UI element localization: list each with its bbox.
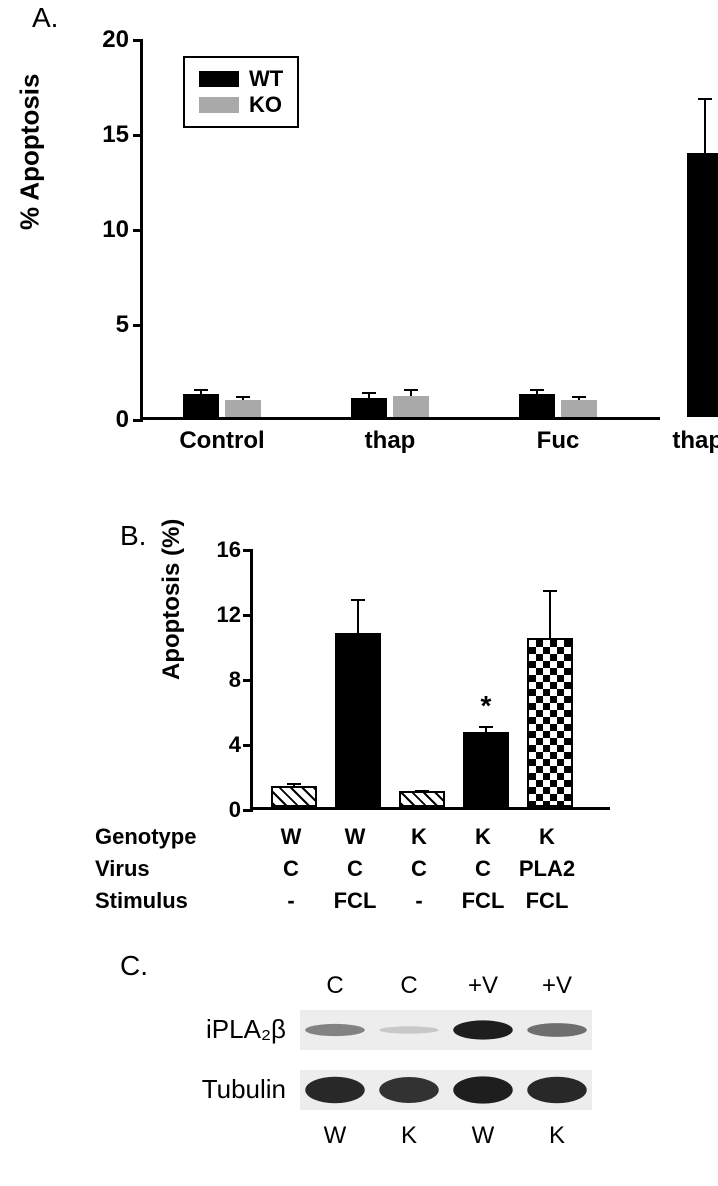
blot-row-svg <box>300 1070 592 1110</box>
legend-row-wt: WT <box>199 66 283 92</box>
panel-c-lane-footer: W <box>324 1122 347 1150</box>
panel-a-errorbar <box>194 389 208 395</box>
panel-b-cell: C <box>411 856 427 882</box>
panel-a-errorbar <box>236 396 250 400</box>
panel-c: C. C C +V +V iPLA₂β Tubulin W K W K <box>0 950 718 1186</box>
panel-a-plot: WT KO 05101520ControlthapFuc*thap+Fuc <box>140 40 660 420</box>
panel-b-ylabel: Apoptosis (%) <box>158 519 186 680</box>
legend-row-ko: KO <box>199 92 283 118</box>
panel-b-ytick <box>243 549 253 552</box>
panel-c-lane-footer: W <box>472 1122 495 1150</box>
panel-a-ytick-label: 20 <box>102 26 129 54</box>
panel-b-errorbar <box>479 726 493 733</box>
panel-a-ytick-label: 10 <box>102 216 129 244</box>
panel-b-ytick-label: 12 <box>217 602 241 628</box>
panel-b-plot: 0481216* <box>250 550 610 810</box>
panel-b-ytick-label: 4 <box>229 732 241 758</box>
panel-b-errorbar <box>543 590 557 640</box>
panel-c-row-label: iPLA₂β <box>206 1014 286 1045</box>
panel-b-errorbar <box>351 599 365 633</box>
panel-b-row-label: Virus <box>95 856 150 882</box>
panel-c-lane-footer: K <box>549 1122 565 1150</box>
panel-b-cell: C <box>283 856 299 882</box>
panel-b-ytick <box>243 809 253 812</box>
panel-b: B. Apoptosis (%) 0481216* GenotypeWWKKKV… <box>0 520 718 950</box>
panel-c-row-label: Tubulin <box>202 1074 286 1105</box>
panel-a-ytick <box>133 39 143 42</box>
panel-a-errorbar <box>362 392 376 398</box>
panel-c-label: C. <box>120 950 148 982</box>
panel-a-ytick <box>133 324 143 327</box>
panel-b-row-label: Genotype <box>95 824 196 850</box>
panel-b-cell: W <box>345 824 366 850</box>
panel-b-ytick-label: 16 <box>217 537 241 563</box>
panel-b-cell: K <box>539 824 555 850</box>
panel-b-ytick-label: 8 <box>229 667 241 693</box>
panel-b-cell: C <box>347 856 363 882</box>
panel-c-lane-footer: K <box>401 1122 417 1150</box>
panel-a-xlabel: Control <box>179 427 264 455</box>
panel-b-cell: FCL <box>334 888 377 914</box>
panel-a: A. % Apoptosis WT KO 05101520Controlthap… <box>0 0 718 520</box>
panel-a-errorbar <box>404 389 418 397</box>
panel-c-blot-ipla2b <box>300 1010 592 1050</box>
panel-a-xlabel: thap+Fuc <box>672 427 718 455</box>
panel-c-lane-header: +V <box>542 972 572 1000</box>
panel-c-lane-header: +V <box>468 972 498 1000</box>
panel-b-cell: - <box>287 888 294 914</box>
legend-label-ko: KO <box>249 92 282 118</box>
legend-swatch-ko <box>199 97 239 113</box>
panel-b-bar <box>271 786 317 807</box>
panel-a-errorbar <box>698 98 712 153</box>
panel-b-cell: C <box>475 856 491 882</box>
panel-a-bar <box>687 153 718 417</box>
legend-label-wt: WT <box>249 66 283 92</box>
panel-b-sig-marker: * <box>481 690 492 722</box>
panel-b-cell: K <box>475 824 491 850</box>
panel-a-ytick <box>133 229 143 232</box>
panel-a-errorbar <box>572 396 586 400</box>
panel-b-cell: K <box>411 824 427 850</box>
panel-a-bar <box>393 396 429 417</box>
panel-b-cell: - <box>415 888 422 914</box>
panel-a-ytick <box>133 419 143 422</box>
panel-a-ytick <box>133 134 143 137</box>
panel-a-xlabel: Fuc <box>537 427 580 455</box>
panel-a-bar <box>561 400 597 417</box>
panel-a-errorbar <box>530 389 544 395</box>
panel-a-ytick-label: 0 <box>116 406 129 434</box>
panel-b-label: B. <box>120 520 146 552</box>
panel-b-cell: FCL <box>462 888 505 914</box>
panel-a-bar <box>351 398 387 417</box>
panel-b-ytick <box>243 679 253 682</box>
panel-b-ytick <box>243 614 253 617</box>
legend-swatch-wt <box>199 71 239 87</box>
panel-b-bar <box>527 638 573 807</box>
panel-b-errorbar <box>287 783 301 788</box>
panel-c-lane-header: C <box>326 972 343 1000</box>
panel-a-ytick-label: 5 <box>116 311 129 339</box>
panel-b-ytick <box>243 744 253 747</box>
panel-a-label: A. <box>32 2 58 34</box>
panel-a-bar <box>519 394 555 417</box>
panel-c-blot-tubulin <box>300 1070 592 1110</box>
panel-c-lane-header: C <box>400 972 417 1000</box>
panel-b-ytick-label: 0 <box>229 797 241 823</box>
panel-b-cell: W <box>281 824 302 850</box>
panel-a-ylabel: % Apoptosis <box>15 74 46 230</box>
panel-b-row-label: Stimulus <box>95 888 188 914</box>
panel-a-bar <box>225 400 261 417</box>
panel-b-cell: FCL <box>526 888 569 914</box>
panel-b-bar <box>335 633 381 807</box>
panel-b-bar <box>399 791 445 807</box>
panel-a-xlabel: thap <box>365 427 416 455</box>
panel-a-ytick-label: 15 <box>102 121 129 149</box>
panel-b-errorbar <box>415 790 429 793</box>
panel-a-legend: WT KO <box>183 56 299 128</box>
panel-b-bar <box>463 732 509 807</box>
blot-row-svg <box>300 1010 592 1050</box>
panel-b-cell: PLA2 <box>519 856 575 882</box>
panel-a-bar <box>183 394 219 417</box>
figure: A. % Apoptosis WT KO 05101520Controlthap… <box>0 0 718 1186</box>
